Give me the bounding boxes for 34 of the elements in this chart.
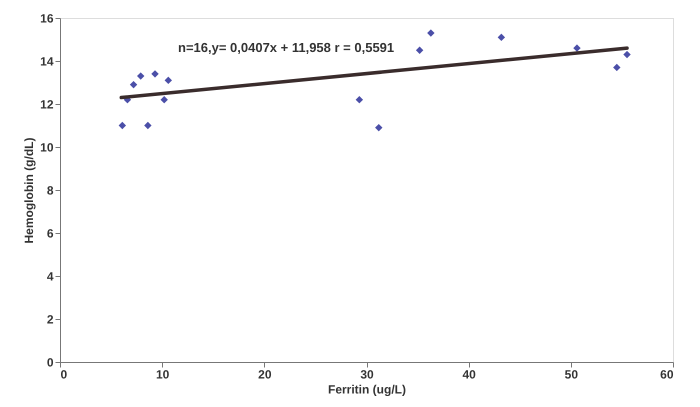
y-tick-label: 0	[46, 356, 54, 370]
annotation: n=16,y= 0,0407x + 11,958 r = 0,5591	[178, 40, 394, 55]
point	[151, 70, 159, 78]
point	[427, 29, 435, 37]
x-tick-label: 30	[360, 368, 374, 382]
x-tick-label: 40	[462, 368, 476, 382]
point	[498, 34, 506, 42]
y-tick-label: 14	[40, 54, 54, 68]
y-tick-label: 8	[46, 184, 54, 198]
y-tick-label: 2	[46, 312, 54, 326]
point	[137, 72, 144, 80]
y-tick-label: 4	[46, 270, 54, 284]
x-tick-label: 60	[660, 368, 674, 382]
point	[130, 80, 138, 88]
point	[613, 64, 621, 72]
point	[623, 50, 631, 58]
x-tick-label: 20	[258, 368, 272, 382]
y-axis-title: Hemoglobin (g/dL)	[22, 138, 36, 244]
x-tick-label: 10	[156, 368, 170, 382]
point	[144, 122, 152, 130]
y-tick-label: 16	[40, 12, 54, 26]
point	[356, 96, 364, 104]
point	[118, 122, 126, 130]
x-tick-label: 0	[60, 368, 68, 382]
point	[573, 44, 581, 52]
y-tick-label: 12	[40, 98, 54, 112]
point	[416, 46, 424, 54]
point	[164, 76, 172, 84]
point	[160, 96, 168, 104]
x-axis-title: Ferritin (ug/L)	[328, 382, 406, 396]
y-tick-label: 6	[46, 226, 54, 240]
y-tick-label: 10	[40, 140, 54, 154]
x-tick-label: 50	[564, 368, 578, 382]
point	[375, 124, 382, 132]
